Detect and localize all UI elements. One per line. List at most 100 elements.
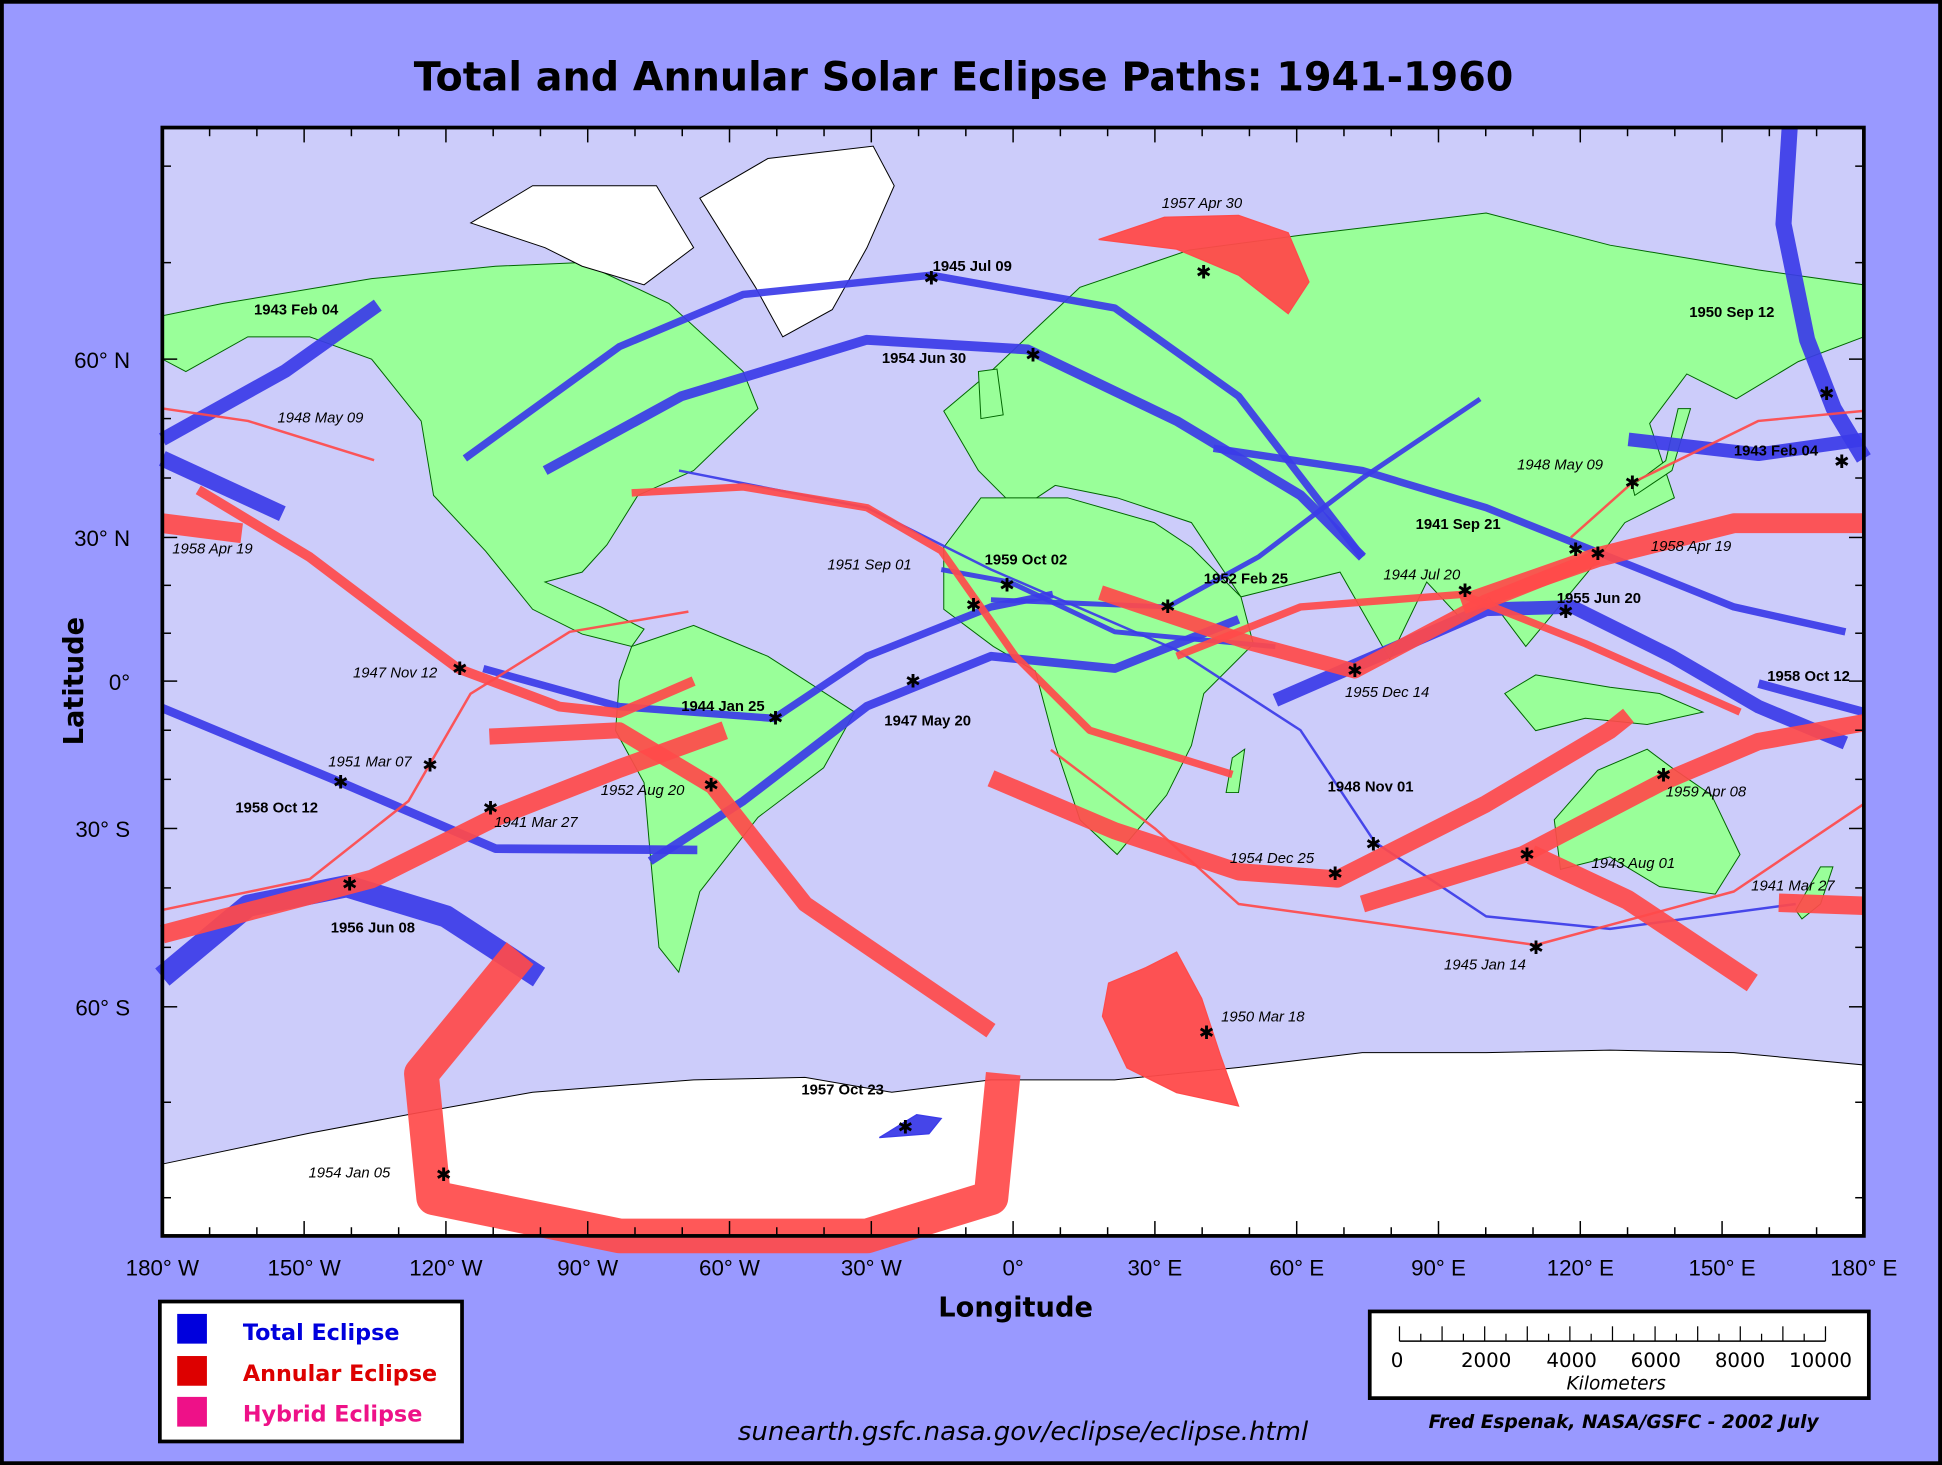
greatest-eclipse-marker-icon: ✱ [703,775,719,796]
scale-label-10000: 10000 [1789,1349,1852,1372]
eclipse-path-1952-feb-25 [990,396,1482,610]
lat-tick-label: 30° N [74,526,130,551]
greatest-eclipse-marker-icon: ✱ [1457,581,1473,602]
greatest-eclipse-marker-icon: ✱ [1558,602,1574,623]
lat-tick-label: 0° [109,670,130,695]
legend: Total Eclipse Annular Eclipse Hybrid Ecl… [158,1299,464,1444]
eclipse-path-1944-jul-20 [1175,590,1742,716]
greatest-eclipse-marker-icon: ✱ [342,875,358,896]
eclipse-path-1944-jan-25 [482,590,1054,723]
japan [1631,408,1692,497]
australia [1553,748,1741,895]
eclipse-path-1951-mar-07 [162,610,689,912]
lon-tick-label: 120° W [409,1256,482,1281]
eclipse-path-1951-sep-01 [631,483,1234,779]
greatest-eclipse-marker-icon: ✱ [1568,540,1584,561]
greatest-eclipse-marker-icon: ✱ [905,671,921,692]
eclipse-label-1947-nov-12: 1947 Nov 12 [353,665,438,681]
greatest-eclipse-marker-icon: ✱ [924,268,940,289]
x-axis-label: Longitude [938,1292,1093,1323]
eclipse-path-1957-oct-23 [879,1114,943,1139]
eclipse-path-1943-feb-04 [159,299,382,446]
greatest-eclipse-marker-icon: ✱ [768,709,784,730]
eclipse-label-1954-jan-05: 1954 Jan 05 [308,1166,391,1182]
eclipse-path-1947-nov-12 [195,485,696,719]
eclipse-path-1950-sep-12 [1775,127,1871,463]
lon-tick-label: 150° E [1689,1256,1756,1281]
eclipse-label-1952-aug-20: 1952 Aug 20 [601,783,685,799]
greatest-eclipse-marker-icon: ✱ [1519,845,1535,866]
eclipse-path-1941-mar-27 [1778,893,1865,916]
eclipse-path-1943-aug-01 [1526,845,1758,992]
eclipse-label-1954-dec-25: 1954 Dec 25 [1230,851,1315,867]
eclipse-path-1958-oct-12 [1757,679,1866,717]
madagascar [1225,748,1246,794]
eclipse-label-1944-jul-20: 1944 Jul 20 [1383,568,1461,584]
greatest-eclipse-marker-icon: ✱ [1819,384,1835,405]
eclipse-label-1952-feb-25: 1952 Feb 25 [1204,571,1288,587]
eclipse-path-1943-feb-04 [1627,432,1865,462]
greatest-eclipse-marker-icon: ✱ [1834,452,1850,473]
eclipse-path-1959-apr-08 [1359,714,1866,913]
eclipse-path-1958-oct-12 [160,704,698,855]
greatest-eclipse-marker-icon: ✱ [333,772,349,793]
source-url: sunearth.gsfc.nasa.gov/eclipse/eclipse.h… [738,1417,1309,1447]
eclipse-label-1948-nov-01: 1948 Nov 01 [1328,779,1414,795]
legend-label-annular: Annular Eclipse [243,1361,437,1387]
greatest-eclipse-marker-icon: ✱ [1196,262,1212,283]
lon-tick-label: 30° W [841,1256,902,1281]
scale-label-4000: 4000 [1546,1349,1596,1372]
eclipse-label-1956-jun-08: 1956 Jun 08 [331,920,415,936]
lon-tick-label: 30° E [1128,1256,1183,1281]
greatest-eclipse-marker-icon: ✱ [1624,473,1640,494]
eclipse-path-1948-may-09 [1570,409,1864,539]
indonesia [1503,674,1705,732]
greatest-eclipse-marker-icon: ✱ [999,576,1015,597]
map-area: ✱ ✱ ✱ ✱ ✱ ✱ ✱ ✱ ✱ ✱ ✱ ✱ ✱ ✱ ✱ ✱ ✱ ✱ ✱ ✱ ✱ ✱ ✱ ✱ ✱ ✱ ✱ ✱ ✱ ✱ 1943 Feb … [155,125,1871,1254]
greatest-eclipse-marker-icon: ✱ [1025,345,1041,366]
british-isles [977,368,1004,420]
eclipse-label-1943-aug-01: 1943 Aug 01 [1591,856,1675,872]
eclipse-label-1943-feb-04: 1943 Feb 04 [1734,444,1819,460]
eclipse-path-1959-oct-02 [940,567,1276,650]
lat-tick-label: 30° S [75,817,130,842]
legend-label-hybrid: Hybrid Eclipse [243,1402,422,1428]
legend-swatch-hybrid [177,1396,207,1427]
map-frame [160,125,1866,1238]
lat-tick-label: 60° S [75,995,130,1020]
lon-tick-label: 150° W [267,1256,340,1281]
legend-swatch-annular [177,1356,207,1386]
lon-tick-label: 90° W [557,1256,618,1281]
greenland [699,145,895,338]
eclipse-label-1955-jun-20: 1955 Jun 20 [1557,591,1641,607]
axis-tick-labels: 180° W 150° W 120° W 90° W 60° W 30° W 0° 30° E… [74,348,1897,1281]
greatest-eclipse-marker-icon: ✱ [483,799,499,820]
eclipse-path-1950-sep-12 [158,451,286,521]
eclipse-path-1954-dec-25 [987,708,1634,888]
scale-label-2000: 2000 [1461,1349,1511,1372]
lon-tick-label: 180° E [1830,1256,1897,1281]
eclipse-label-1957-apr-30: 1957 Apr 30 [1162,196,1243,212]
greatest-eclipse-marker-icon: ✱ [1327,864,1343,885]
eclipse-label-1958-oct-12: 1958 Oct 12 [235,800,318,816]
greatest-eclipse-marker-icon: ✱ [966,596,982,617]
eclipse-label-1945-jul-09: 1945 Jul 09 [933,259,1012,275]
eclipse-label-1951-sep-01: 1951 Sep 01 [827,558,911,574]
scale-label-6000: 6000 [1631,1349,1681,1372]
greatest-eclipse-marker-icon: ✱ [422,755,438,776]
greatest-eclipse-marker-icon: ✱ [1590,544,1606,565]
eclipse-path-1957-apr-30 [1098,214,1310,315]
greatest-eclipse-marker-icon: ✱ [1160,597,1176,618]
eclipse-label-1959-oct-02: 1959 Oct 02 [985,553,1068,569]
lon-tick-label: 60° W [699,1256,760,1281]
eclipse-path-1958-apr-19 [161,513,243,544]
greatest-eclipse-marker-icon: ✱ [1365,835,1381,856]
scale-unit: Kilometers [1567,1373,1667,1394]
eclipse-label-1957-oct-23: 1957 Oct 23 [801,1083,884,1099]
scale-bar-box [1367,1309,1871,1400]
legend-box [158,1299,464,1444]
lon-tick-label: 0° [1002,1256,1023,1281]
lon-tick-label: 120° E [1547,1256,1614,1281]
